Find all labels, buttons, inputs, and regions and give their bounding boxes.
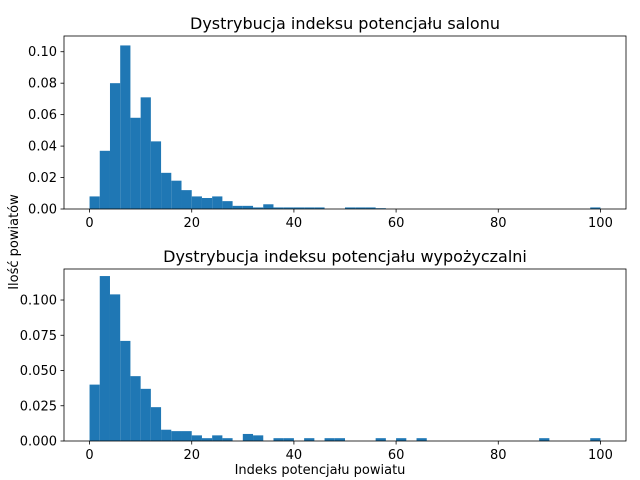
x-tick-label: 0 [85, 216, 93, 231]
x-tick-label: 80 [490, 448, 507, 463]
histogram-bar [161, 172, 172, 209]
histogram-bar [99, 276, 110, 441]
histogram-bar [201, 197, 213, 209]
y-tick-label: 0.025 [20, 399, 57, 414]
histogram-bar [212, 435, 223, 441]
histogram-bar [314, 207, 325, 209]
histogram-bar [140, 97, 151, 209]
histogram-bar [89, 196, 100, 209]
histogram-bar [120, 340, 131, 441]
histogram-bar [109, 294, 121, 441]
x-tick-label: 20 [183, 448, 200, 463]
histogram-bar [345, 207, 356, 209]
histogram-bar [232, 205, 243, 209]
histogram-bar [242, 205, 254, 209]
salon-histogram-panel: Dystrybucja indeksu potencjału salonu 0 2… [28, 14, 627, 231]
histogram-bar [120, 45, 131, 209]
histogram-bar [191, 435, 202, 441]
histogram-bar [161, 429, 172, 441]
y-tick-label: 0.02 [28, 171, 57, 186]
x-tick-label: 0 [85, 448, 93, 463]
histogram-bar [273, 207, 284, 209]
histogram-bar [171, 431, 182, 441]
histogram-bar [253, 435, 264, 441]
histogram-bar [150, 407, 162, 441]
x-tick-label: 40 [286, 216, 303, 231]
y-tick-label: 0.06 [28, 108, 57, 123]
histogram-bar [590, 438, 601, 441]
y-tick-label: 0.050 [20, 364, 57, 379]
histogram-bar [590, 207, 601, 209]
histogram-bar [222, 201, 233, 209]
y-tick-label: 0.075 [20, 329, 57, 344]
histogram-bar [150, 141, 162, 209]
histogram-bar [181, 190, 192, 209]
histogram-bar [283, 207, 294, 209]
x-tick-label: 20 [183, 216, 200, 231]
histogram-bar [130, 117, 141, 209]
histogram-bar [253, 207, 264, 209]
histogram-bar [242, 433, 254, 441]
histogram-bar [365, 207, 376, 209]
x-axis-label: Indeks potencjału powiatu [235, 463, 406, 478]
histogram-bar [212, 196, 223, 209]
histogram-bar [416, 438, 427, 441]
histogram-bar [273, 438, 284, 441]
y-tick-label: 0.08 [28, 77, 57, 92]
histogram-bar [304, 207, 315, 209]
histogram-bar [283, 438, 294, 441]
plot-frame [63, 35, 627, 210]
histogram-bar [140, 388, 151, 441]
histogram-bar [293, 207, 305, 209]
y-tick-label: 0.10 [28, 45, 57, 60]
histogram-bar [304, 438, 315, 441]
x-tick-label: 80 [490, 216, 507, 231]
y-axis-label: Ilość powiatów [7, 194, 22, 290]
histogram-bar [181, 431, 192, 441]
x-tick-label: 40 [286, 448, 303, 463]
x-tick-label: 60 [388, 448, 405, 463]
y-tick-label: 0.00 [28, 203, 57, 218]
histogram-bar [130, 376, 141, 441]
histogram-bar [396, 438, 407, 441]
histogram-bar [89, 384, 100, 441]
histogram-bar [171, 180, 182, 209]
histogram-bar [375, 438, 386, 441]
histogram-bar [99, 150, 110, 209]
histogram-bar [334, 438, 345, 441]
x-tick-label: 100 [588, 448, 613, 463]
histogram-bar [263, 204, 274, 209]
chart-title: Dystrybucja indeksu potencjału wypożycza… [163, 247, 527, 266]
plot-frame [63, 268, 627, 442]
y-tick-label: 0.000 [20, 435, 57, 450]
histogram-bar [109, 83, 121, 209]
wypozyczalnia-histogram-panel: Dystrybucja indeksu potencjału wypożycza… [20, 247, 627, 463]
x-tick-label: 60 [388, 216, 405, 231]
histogram-bar [324, 438, 335, 441]
y-tick-label: 0.04 [28, 140, 57, 155]
x-tick-label: 100 [588, 216, 613, 231]
y-tick-label: 0.100 [20, 294, 57, 309]
histogram-bar [201, 438, 213, 441]
chart-title: Dystrybucja indeksu potencjału salonu [190, 14, 500, 33]
histogram-bar [355, 207, 366, 209]
histogram-bar [222, 438, 233, 441]
histogram-bar [539, 438, 550, 441]
histogram-bar [191, 196, 202, 209]
